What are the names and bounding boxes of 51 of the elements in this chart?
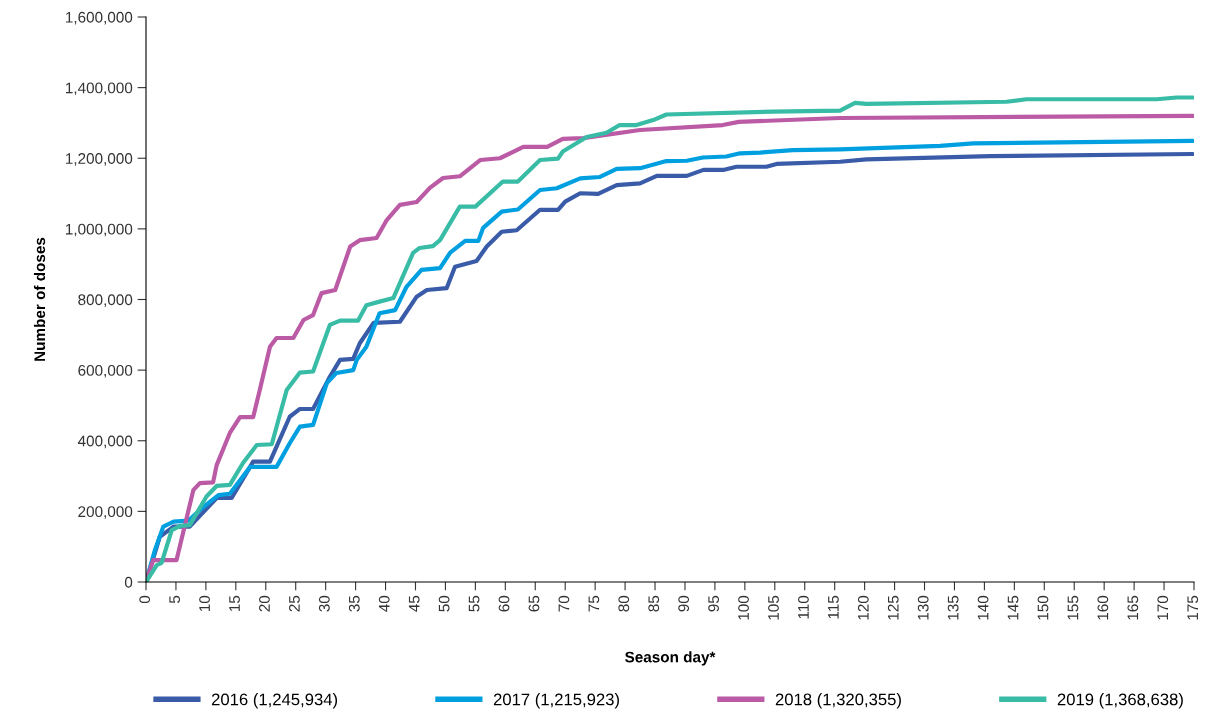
x-tick-label: 150 (1037, 595, 1049, 620)
x-tick-label: 105 (768, 595, 779, 620)
x-tick-label: 0 (139, 595, 151, 604)
x-tick-label: 80 (618, 595, 630, 612)
x-tick-label: 85 (648, 595, 660, 612)
x-tick-label: 15 (229, 595, 240, 612)
x-tick-label: 30 (318, 595, 330, 612)
x-tick-label: 55 (468, 595, 480, 612)
y-tick-label: 600,000 (78, 364, 133, 378)
x-tick-label: 130 (917, 595, 929, 620)
x-tick-label: 115 (828, 595, 839, 619)
x-tick-label: 35 (348, 595, 360, 612)
x-tick-label: 90 (678, 595, 690, 612)
legend-label: 2017 (1,215,923) (493, 693, 619, 709)
y-tick-label: 200,000 (78, 506, 133, 519)
y-axis-title: Number of doses (33, 237, 46, 361)
x-tick-label: 100 (738, 595, 749, 620)
x-tick-label: 40 (378, 595, 390, 612)
y-tick-label: 0 (124, 576, 133, 588)
x-tick-label: 10 (199, 595, 210, 612)
x-tick-label: 175 (1187, 595, 1199, 620)
legend-label: 2019 (1,368,638) (1057, 693, 1183, 709)
y-tick-label: 1,400,000 (66, 82, 133, 96)
x-tick-label: 50 (438, 595, 450, 612)
x-axis-title: Season day* (625, 651, 716, 666)
x-tick-label: 20 (259, 595, 270, 612)
x-tick-label: 75 (588, 595, 600, 612)
legend-label: 2018 (1,320,355) (775, 693, 901, 709)
x-tick-label: 45 (408, 595, 420, 612)
x-tick-label: 140 (977, 595, 989, 620)
x-tick-label: 135 (947, 595, 959, 620)
x-tick-label: 170 (1157, 595, 1169, 620)
y-tick-label: 1,200,000 (66, 153, 133, 166)
y-tick-label: 400,000 (77, 435, 133, 449)
x-tick-label: 155 (1067, 595, 1079, 620)
x-tick-label: 25 (289, 595, 300, 612)
x-tick-label: 70 (558, 595, 570, 612)
x-tick-label: 65 (528, 595, 540, 612)
x-tick-label: 60 (498, 595, 510, 612)
x-tick-label: 120 (857, 595, 869, 620)
x-tick-label: 125 (887, 595, 899, 620)
x-tick-label: 5 (169, 595, 181, 604)
y-tick-label: 1,000,000 (66, 223, 133, 237)
x-tick-label: 95 (708, 595, 720, 612)
x-tick-label: 110 (798, 595, 809, 619)
x-tick-label: 165 (1127, 595, 1139, 620)
legend-label: 2016 (1,245,934) (211, 693, 338, 709)
x-tick-label: 145 (1007, 595, 1019, 620)
y-tick-label: 1,600,000 (66, 11, 133, 25)
y-tick-label: 800,000 (78, 294, 133, 307)
x-tick-label: 160 (1097, 595, 1109, 620)
